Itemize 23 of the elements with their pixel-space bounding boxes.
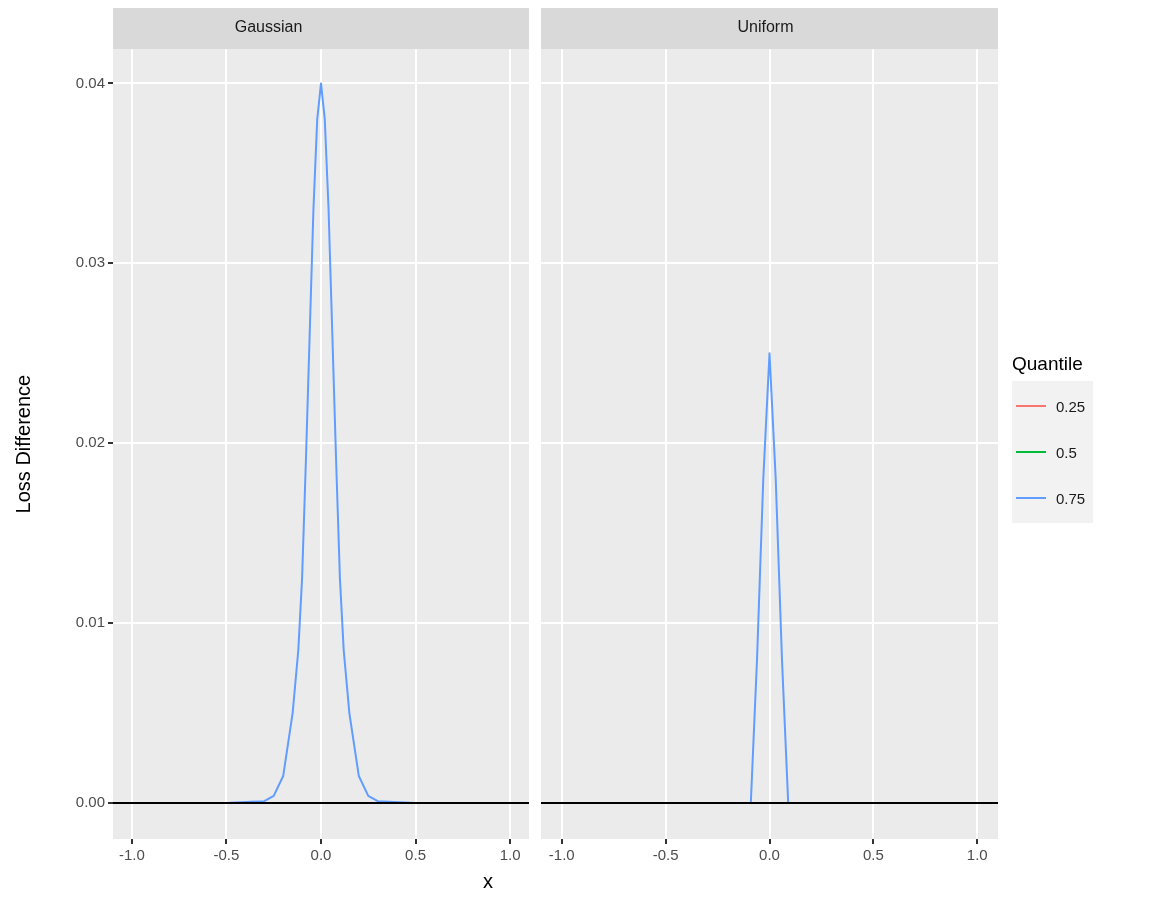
x-tick-label: 0.5 xyxy=(862,846,884,864)
y-tick-label: 0.00 xyxy=(75,793,105,811)
legend-label: 0.5 xyxy=(1056,443,1078,461)
legend-label: 0.75 xyxy=(1056,489,1087,507)
chart-title: Gaussian xyxy=(234,18,303,36)
y-tick-label: 0.03 xyxy=(75,253,105,271)
x-tick-label: 0.0 xyxy=(759,846,780,864)
y-tick-label: 0.01 xyxy=(75,613,105,631)
y-tick-label: 0.02 xyxy=(75,433,105,451)
x-tick-label: -1.0 xyxy=(118,846,145,864)
chart-title: Uniform xyxy=(737,18,794,36)
x-tick-label: 1.0 xyxy=(499,846,521,864)
y-axis-title: Loss Difference xyxy=(11,374,34,514)
y-tick-label: 0.04 xyxy=(75,73,105,91)
x-tick-label: -0.5 xyxy=(652,846,679,864)
legend-title: Quantile xyxy=(1012,353,1084,375)
legend-label: 0.25 xyxy=(1056,397,1087,415)
x-tick-label: 0.5 xyxy=(405,846,426,864)
x-tick-label: -0.5 xyxy=(213,846,240,864)
x-tick-label: 0.0 xyxy=(310,846,332,864)
x-tick-label: 1.0 xyxy=(966,846,988,864)
x-axis-title: x xyxy=(482,870,494,893)
x-tick-label: -1.0 xyxy=(548,846,575,864)
